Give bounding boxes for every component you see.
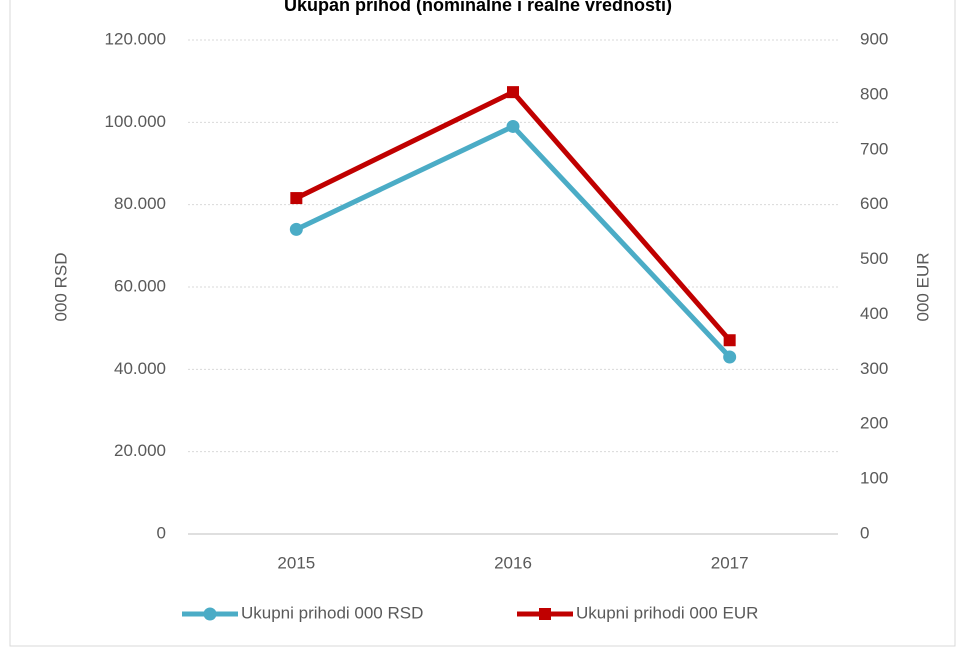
y2-tick-label: 0 [860,523,869,542]
marker [289,222,303,236]
y2-tick-label: 500 [860,249,888,268]
legend-marker [539,608,551,620]
y2-tick-label: 600 [860,194,888,213]
x-tick-label: 2016 [494,553,532,572]
chart-title: Ukupan prihod (nominalne i realne vredno… [284,0,672,15]
y-tick-label: 40.000 [114,359,166,378]
legend-label: Ukupni prihodi 000 RSD [241,603,423,622]
chart-border [9,0,956,647]
y-tick-label: 120.000 [105,29,166,48]
x-tick-label: 2015 [277,553,315,572]
y2-tick-label: 300 [860,359,888,378]
y2-axis-title: 000 EUR [913,253,932,322]
y-tick-label: 20.000 [114,441,166,460]
y-axis-title: 000 RSD [51,253,70,322]
x-tick-label: 2017 [711,553,749,572]
y2-tick-label: 800 [860,84,888,103]
y2-tick-label: 100 [860,469,888,488]
marker [723,334,736,347]
y-tick-label: 60.000 [114,276,166,295]
legend-label: Ukupni prihodi 000 EUR [576,603,758,622]
y2-tick-label: 900 [860,29,888,48]
marker [723,350,737,364]
y2-tick-label: 400 [860,304,888,323]
marker [506,119,520,133]
legend-marker [203,607,217,621]
y-tick-label: 100.000 [105,112,166,131]
y-tick-label: 0 [157,523,166,542]
marker [507,86,519,99]
y-tick-label: 80.000 [114,194,166,213]
y2-tick-label: 700 [860,139,888,158]
y2-tick-label: 200 [860,414,888,433]
marker [290,192,303,205]
